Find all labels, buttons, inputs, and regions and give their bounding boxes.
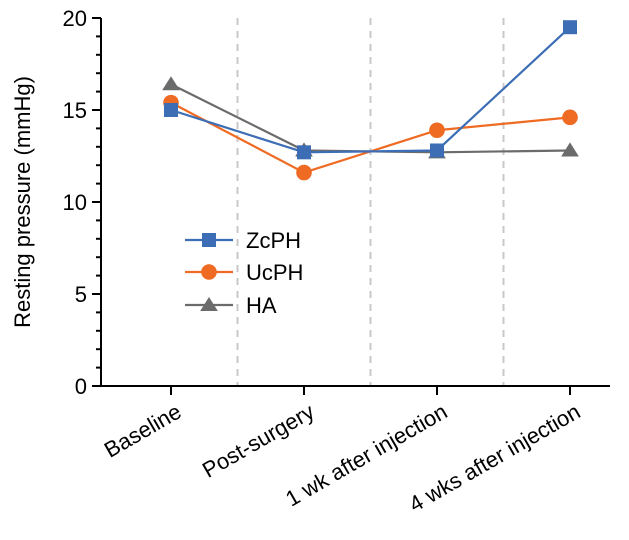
series-line xyxy=(170,83,571,154)
y-tick-label: 0 xyxy=(75,374,87,399)
data-point xyxy=(561,142,579,157)
legend-item-zcph: ZcPH xyxy=(185,228,301,253)
axes xyxy=(100,18,610,387)
data-point xyxy=(563,20,577,35)
legend-item-ucph: UcPH xyxy=(185,260,303,285)
y-axis-title: Resting pressure (mmHg) xyxy=(10,76,35,328)
legend-label: ZcPH xyxy=(246,228,301,253)
data-point xyxy=(162,76,180,91)
legend-marker xyxy=(202,233,216,247)
data-point xyxy=(562,109,578,126)
y-tick-label: 15 xyxy=(63,98,87,123)
legend-marker xyxy=(200,296,218,312)
series-line xyxy=(170,26,571,154)
x-category-label: Baseline xyxy=(100,399,186,463)
category-separators xyxy=(236,18,505,386)
y-tick-label: 10 xyxy=(63,190,87,215)
y-tick-label: 20 xyxy=(63,6,87,31)
data-point xyxy=(297,145,311,160)
legend: ZcPH UcPH HA xyxy=(185,228,303,318)
series-zcph xyxy=(164,20,577,160)
legend-label: UcPH xyxy=(246,260,303,285)
series-layer xyxy=(162,20,579,181)
legend-marker xyxy=(201,264,217,280)
legend-label: HA xyxy=(246,293,277,318)
x-category-label: Post-surgery xyxy=(198,399,319,483)
data-point xyxy=(164,103,178,117)
y-ticks: 0 5 10 15 20 xyxy=(63,6,101,399)
data-point xyxy=(296,164,312,181)
data-point xyxy=(430,143,444,158)
legend-item-ha: HA xyxy=(185,293,277,318)
data-point xyxy=(429,122,445,139)
y-tick-label: 5 xyxy=(75,282,87,307)
